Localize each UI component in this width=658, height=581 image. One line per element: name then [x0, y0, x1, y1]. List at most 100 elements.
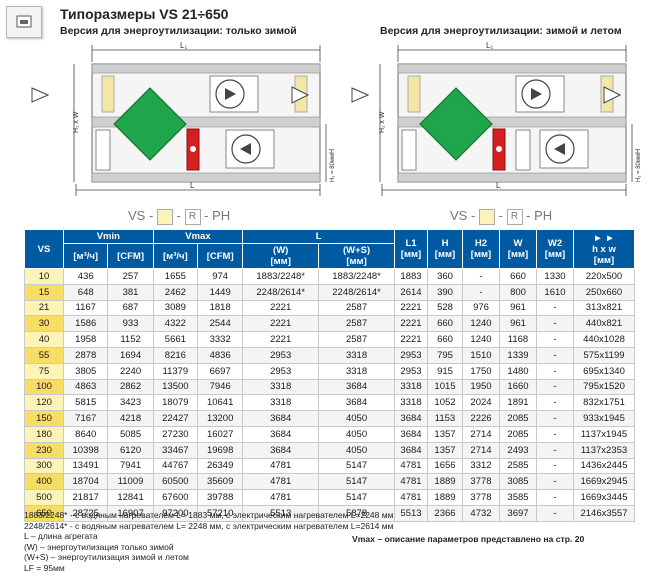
col-vmin-cfm: [CFM]	[107, 243, 154, 269]
table-cell: 2085	[499, 410, 537, 427]
table-cell: 3318	[318, 362, 395, 380]
table-cell: 60500	[152, 473, 199, 491]
table-cell: 1052	[427, 394, 463, 412]
table-cell: -	[536, 299, 574, 317]
table-cell: 360	[427, 268, 463, 285]
table-cell: 16907	[107, 504, 154, 522]
table-cell: 67600	[152, 489, 199, 506]
table-cell: -	[536, 362, 574, 380]
table-cell: 660	[427, 331, 463, 348]
table-cell: 3778	[462, 473, 500, 491]
table-cell: 1510	[462, 346, 500, 364]
table-cell: 915	[427, 362, 463, 380]
vmax-note: Vmax – описание параметров представлено …	[352, 534, 585, 544]
table-cell: 660	[499, 268, 537, 285]
table-cell: 2544	[197, 315, 244, 333]
table-row: 500 21817 12841 67600 39788 4781 5147 4781 1889 3…	[24, 489, 635, 506]
table-cell: 313x821	[573, 299, 635, 317]
l1-dimension-label: L₁	[180, 41, 187, 50]
table-cell: 44767	[152, 457, 199, 475]
table-cell: 1015	[427, 378, 463, 396]
table-cell: 13500	[152, 378, 199, 396]
table-cell: 35609	[197, 473, 244, 491]
table-cell: 11009	[107, 473, 154, 491]
table-row: 40 1958 1152 5661 3332 2221 2587 2221 660 1240 116…	[24, 331, 635, 348]
vs-size-cell: 650	[24, 504, 64, 522]
table-cell: 1883/2248*	[318, 268, 395, 285]
table-cell: 4863	[62, 378, 109, 396]
table-cell: 18704	[62, 473, 109, 491]
hf-dimension-label: H₁ = 80мм	[330, 154, 335, 182]
table-cell: 3318	[394, 394, 428, 412]
vs-size-cell: 120	[24, 394, 64, 412]
table-cell: 7946	[197, 378, 244, 396]
right-model-code: VS - - R - PH	[450, 208, 553, 225]
table-cell: -	[536, 346, 574, 364]
table-row: 10 436 257 1655 974 1883/2248* 1883/2248* 1883 3…	[24, 268, 635, 285]
table-cell: 16027	[197, 425, 244, 443]
view-toggle-icon[interactable]	[6, 6, 42, 38]
hf-dimension-label: H₁ = 80мм	[636, 154, 642, 182]
vs-size-cell: 180	[24, 425, 64, 443]
table-row: 100 4863 2862 13500 7946 3318 3684 3318 1015 1950…	[24, 378, 635, 396]
table-cell: 381	[107, 283, 154, 301]
table-cell: 3684	[318, 378, 395, 396]
table-cell: 2221	[394, 331, 428, 348]
table-cell: 4836	[197, 346, 244, 364]
table-cell: 1958	[62, 331, 109, 348]
table-cell: 2366	[427, 504, 463, 522]
h-dimension-label: H	[635, 149, 642, 154]
table-cell: 660	[427, 315, 463, 333]
table-cell: 1610	[536, 283, 574, 301]
table-cell: 5513	[394, 504, 428, 522]
table-cell: 12841	[107, 489, 154, 506]
col-vmax-cfm: [CFM]	[197, 243, 244, 269]
table-cell: 7167	[62, 410, 109, 427]
table-cell: 2226	[462, 410, 500, 427]
heat-exchanger-icon	[113, 87, 187, 161]
table-cell: 26349	[197, 457, 244, 475]
vs-size-cell: 150	[24, 410, 64, 427]
table-cell: 1480	[499, 362, 537, 380]
table-row: 15 648 381 2462 1449 2248/2614* 2248/2614* 2614…	[24, 283, 635, 301]
vs-size-cell: 21	[24, 299, 64, 317]
table-cell: 3684	[394, 425, 428, 443]
table-cell: 250x660	[573, 283, 635, 301]
table-row: 150 7167 4218 22427 13200 3684 4050 3684 1153 222…	[24, 410, 635, 427]
table-cell: 3318	[242, 394, 320, 412]
table-cell: -	[536, 410, 574, 427]
col-w2: W2 [мм]	[536, 229, 574, 269]
table-cell: 3085	[499, 473, 537, 491]
l-dimension-label: L	[190, 181, 195, 190]
table-cell: 6697	[197, 362, 244, 380]
table-cell: 3318	[318, 346, 395, 364]
col-vmin-m3: [м³/ч]	[62, 243, 109, 269]
table-cell: 7941	[107, 457, 154, 475]
hw-dimension-label: H₁ x W	[73, 111, 80, 133]
table-cell: 2146x3557	[573, 504, 635, 522]
footnote: 2248/2614* - с водяным нагревателем L= 2…	[24, 520, 394, 531]
table-cell: 3684	[242, 410, 320, 427]
table-cell: 695x1340	[573, 362, 635, 380]
table-cell: 33467	[152, 441, 199, 459]
table-cell: 1656	[427, 457, 463, 475]
table-cell: 4050	[318, 410, 395, 427]
table-cell: 2221	[242, 331, 320, 348]
footnotes: 1883/2248* - с водяным нагревателем L= 1…	[24, 510, 393, 573]
table-cell: 1153	[427, 410, 463, 427]
table-cell: 1137x1945	[573, 425, 635, 443]
table-cell: -	[536, 331, 574, 348]
col-l: L	[242, 229, 395, 244]
table-cell: -	[536, 425, 574, 443]
heat-exchanger-icon	[419, 87, 493, 161]
table-cell: 1660	[499, 378, 537, 396]
table-cell: 440x821	[573, 315, 635, 333]
table-cell: 220x500	[573, 268, 635, 285]
table-cell: 2248/2614*	[242, 283, 320, 301]
table-cell: 2614	[394, 283, 428, 301]
table-cell: 4322	[152, 315, 199, 333]
left-diagram-subtitle: Версия для энергоутилизации: только зимо…	[60, 25, 297, 37]
table-cell: 1889	[427, 489, 463, 506]
table-cell: 976	[462, 299, 500, 317]
table-cell: 1883/2248*	[242, 268, 320, 285]
